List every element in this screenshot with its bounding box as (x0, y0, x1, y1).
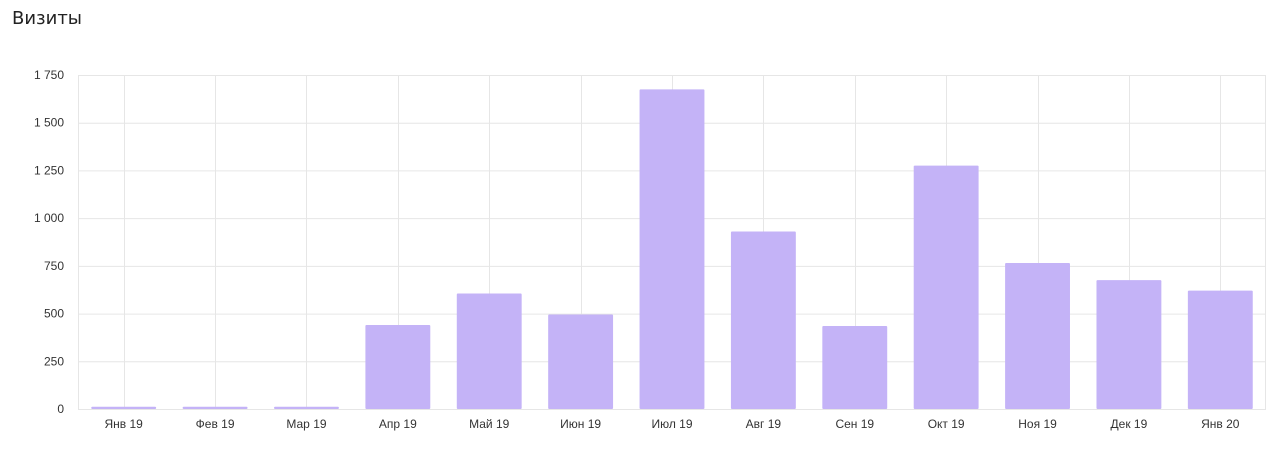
bar[interactable] (822, 325, 888, 409)
y-tick-label: 1 750 (34, 68, 64, 82)
bar[interactable] (548, 314, 614, 409)
y-tick-label: 250 (44, 354, 64, 368)
x-tick-label: Янв 19 (105, 417, 144, 431)
y-axis-labels: 0 250 500 750 1 000 1 250 1 500 1 750 (34, 68, 64, 416)
x-axis-labels: Янв 19 Фев 19 Мар 19 Апр 19 Май 19 Июн 19 Июл … (105, 417, 1240, 431)
bar[interactable] (1187, 290, 1253, 409)
bar[interactable] (730, 231, 796, 409)
bar[interactable] (1005, 262, 1070, 409)
bar[interactable] (913, 165, 979, 409)
x-tick-label: Июл 19 (651, 417, 692, 431)
x-tick-label: Мар 19 (286, 417, 326, 431)
y-tick-label: 1 000 (34, 211, 64, 225)
x-tick-label: Фев 19 (196, 417, 235, 431)
bar[interactable] (182, 406, 248, 409)
y-tick-label: 0 (57, 402, 64, 416)
y-tick-label: 500 (44, 307, 64, 321)
x-tick-label: Окт 19 (928, 417, 965, 431)
y-tick-label: 1 500 (34, 116, 64, 130)
x-tick-label: Май 19 (469, 417, 510, 431)
bar[interactable] (639, 89, 705, 410)
y-tick-label: 1 250 (34, 163, 64, 177)
x-tick-label: Апр 19 (379, 417, 417, 431)
bar[interactable] (365, 325, 431, 409)
x-tick-label: Июн 19 (560, 417, 601, 431)
bars-layer (91, 89, 1253, 410)
bar[interactable] (456, 293, 522, 409)
bar[interactable] (1096, 280, 1162, 409)
y-tick-label: 750 (44, 259, 64, 273)
x-tick-label: Дек 19 (1111, 417, 1148, 431)
x-tick-label: Сен 19 (835, 417, 874, 431)
x-tick-label: Янв 20 (1201, 417, 1240, 431)
bar[interactable] (274, 406, 339, 409)
x-tick-label: Ноя 19 (1018, 417, 1057, 431)
bar[interactable] (91, 406, 157, 409)
chart-title: Визиты (12, 8, 83, 29)
x-tick-label: Авг 19 (746, 417, 782, 431)
